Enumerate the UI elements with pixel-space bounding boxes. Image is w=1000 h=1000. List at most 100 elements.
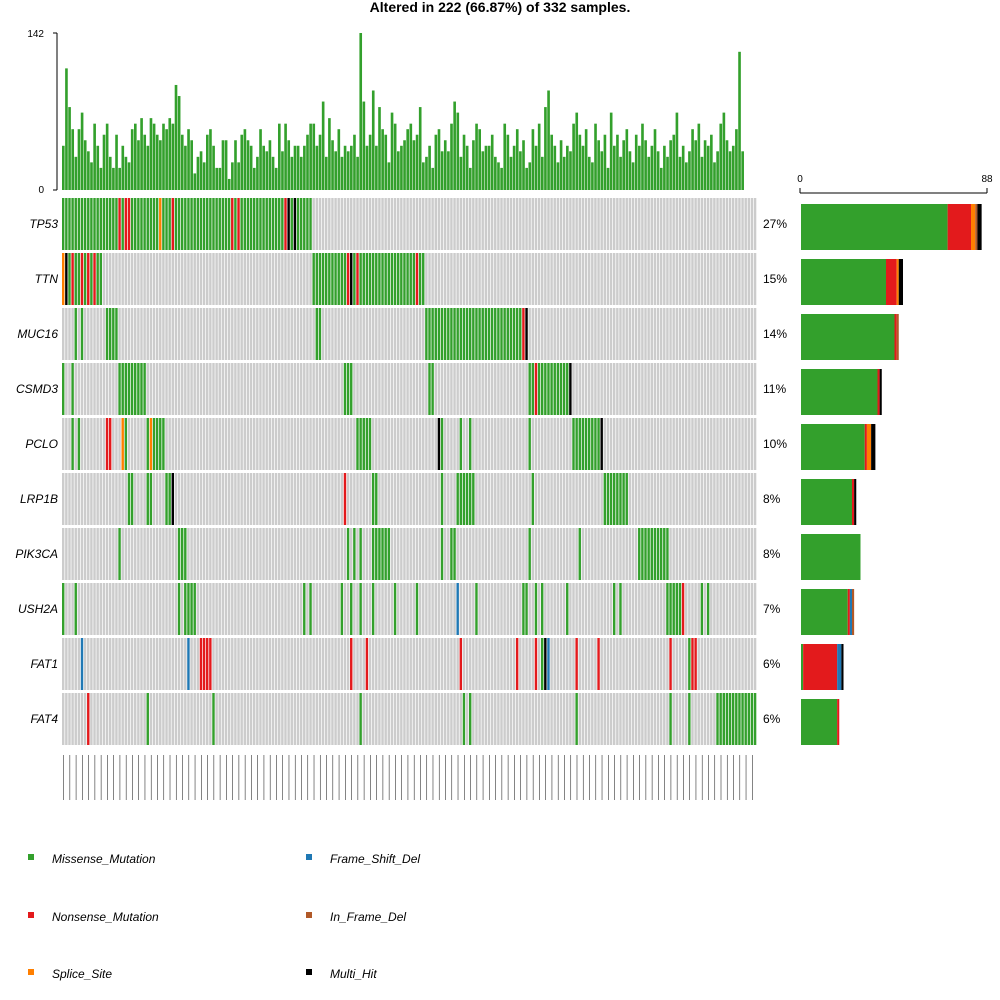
empty-cell	[663, 418, 666, 470]
empty-cell	[462, 363, 466, 415]
empty-cell	[274, 528, 278, 580]
mutation-cell	[468, 473, 472, 525]
empty-cell	[278, 583, 281, 635]
mutation-cell	[575, 638, 578, 690]
top-bar	[306, 134, 309, 190]
empty-cell	[159, 693, 162, 745]
empty-cell	[252, 363, 256, 415]
empty-cell	[562, 253, 566, 305]
top-bar-chart	[62, 33, 744, 190]
empty-cell	[547, 198, 550, 250]
mutation-cell	[299, 198, 303, 250]
empty-cell	[584, 198, 588, 250]
empty-cell	[691, 253, 694, 305]
empty-cell	[202, 363, 206, 415]
empty-cell	[284, 308, 287, 360]
empty-cell	[68, 693, 71, 745]
empty-cell	[515, 253, 519, 305]
empty-cell	[678, 418, 682, 470]
empty-cell	[484, 583, 488, 635]
empty-cell	[678, 253, 682, 305]
mutation-cell	[531, 473, 535, 525]
top-bar	[443, 140, 447, 190]
empty-cell	[559, 528, 563, 580]
mutation-cell	[350, 583, 353, 635]
empty-cell	[365, 308, 369, 360]
gene-label: FAT1	[30, 657, 58, 671]
empty-cell	[353, 363, 356, 415]
empty-cell	[562, 418, 566, 470]
legend-label: Splice_Site	[52, 967, 112, 981]
empty-cell	[719, 418, 722, 470]
empty-cell	[105, 693, 109, 745]
empty-cell	[209, 418, 212, 470]
empty-cell	[362, 528, 365, 580]
top-bar	[472, 140, 475, 190]
empty-cell	[731, 198, 735, 250]
empty-cell	[146, 583, 149, 635]
empty-cell	[484, 693, 488, 745]
top-bar	[381, 129, 384, 190]
empty-cell	[675, 363, 679, 415]
empty-cell	[237, 418, 240, 470]
empty-cell	[130, 308, 134, 360]
mutation-cell	[669, 583, 672, 635]
empty-cell	[437, 583, 441, 635]
empty-cell	[418, 308, 422, 360]
empty-cell	[403, 473, 406, 525]
empty-cell	[675, 418, 679, 470]
empty-cell	[259, 363, 262, 415]
empty-cell	[312, 528, 315, 580]
empty-cell	[159, 638, 162, 690]
empty-cell	[522, 693, 525, 745]
empty-cell	[62, 473, 65, 525]
empty-cell	[393, 638, 397, 690]
empty-cell	[324, 528, 328, 580]
empty-cell	[725, 253, 729, 305]
mutation-cell	[578, 418, 581, 470]
empty-cell	[193, 308, 196, 360]
empty-cell	[184, 363, 187, 415]
mutation-cell	[735, 693, 738, 745]
mutation-cell	[240, 198, 243, 250]
mutation-cell	[227, 198, 231, 250]
empty-cell	[96, 583, 99, 635]
empty-cell	[371, 638, 375, 690]
empty-cell	[672, 528, 675, 580]
top-bar	[631, 162, 635, 190]
empty-cell	[553, 308, 556, 360]
empty-cell	[685, 638, 688, 690]
empty-cell	[663, 198, 666, 250]
empty-cell	[353, 473, 356, 525]
empty-cell	[102, 253, 106, 305]
empty-cell	[697, 583, 700, 635]
empty-cell	[597, 308, 600, 360]
empty-cell	[625, 363, 628, 415]
empty-cell	[162, 308, 165, 360]
top-bar	[343, 145, 347, 190]
empty-cell	[206, 308, 209, 360]
empty-cell	[259, 638, 262, 690]
empty-cell	[256, 363, 259, 415]
mutation-cell	[212, 693, 215, 745]
empty-cell	[584, 583, 588, 635]
empty-cell	[362, 308, 365, 360]
empty-cell	[678, 693, 682, 745]
top-bar	[484, 145, 488, 190]
top-bar	[356, 156, 359, 190]
empty-cell	[744, 528, 747, 580]
empty-cell	[403, 418, 406, 470]
empty-cell	[180, 253, 184, 305]
empty-cell	[710, 693, 713, 745]
mutation-cell	[252, 198, 256, 250]
top-bar	[162, 123, 165, 190]
mutation-cell	[290, 198, 293, 250]
empty-cell	[728, 638, 732, 690]
empty-cell	[171, 418, 174, 470]
mutation-cell	[515, 308, 519, 360]
empty-cell	[243, 253, 247, 305]
mutation-cell	[747, 693, 751, 745]
empty-cell	[393, 473, 397, 525]
empty-cell	[290, 693, 293, 745]
empty-cell	[337, 583, 340, 635]
